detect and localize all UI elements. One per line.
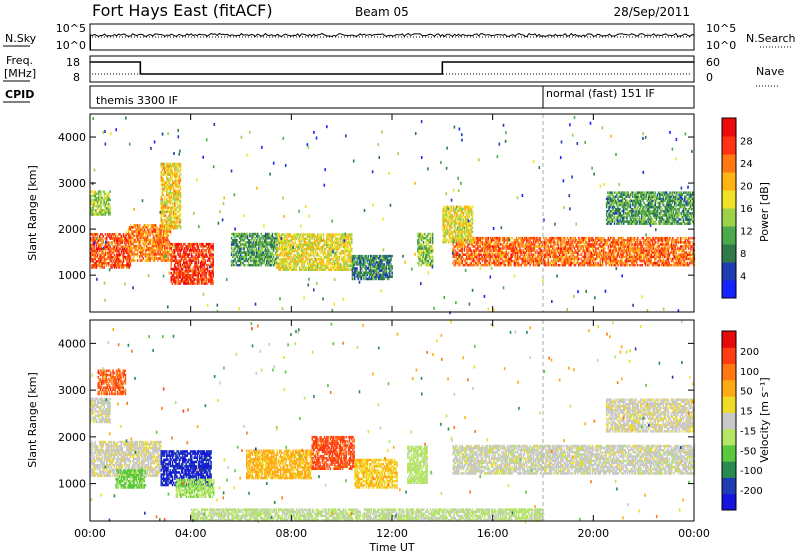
power-echo-cell-2012 [180,177,182,180]
nave-label: Nave [756,65,784,78]
power-echo-cell-662 [137,259,139,262]
power-echo-cell-2451 [273,254,275,257]
cpid-segment-2-label: normal (fast) 151 IF [546,87,655,100]
power-echo-cell-143 [103,235,105,238]
power-echo-cell-1503 [205,260,207,263]
power-echo-cell-509 [100,190,102,193]
power-echo-cells [90,116,695,314]
power-echo-cell-1086 [172,243,174,246]
power-echo-cell-2181 [247,233,249,236]
power-echo-cell-1702 [164,163,166,166]
power-echo-cell-4100 [483,237,485,240]
power-echo-cell-568 [109,205,111,208]
freq-label-line1: Freq. [6,54,33,67]
power-echo-cell-1059 [170,230,172,233]
beam-label: Beam 05 [355,5,409,19]
power-echo-cell-4744 [554,241,556,244]
power-echo-cell-264 [115,233,117,236]
power-echo-cell-4293 [505,264,507,267]
nave-tick-top: 60 [706,56,720,69]
power-echo-cell-2013 [180,173,182,176]
power-echo-cell-1602 [212,253,214,256]
power-echo-cell-1590 [212,280,214,283]
power-echo-cell-1998 [180,219,182,222]
power-echo-cell-2017 [180,163,182,166]
freq-tick-bottom: 8 [73,71,80,84]
power-echo-cell-3031 [323,233,325,236]
power-echo-cell-1674 [163,177,165,180]
power-echo-cell-3679 [391,265,393,268]
power-echo-cell-2038 [233,264,235,267]
power-echo-cell-1035 [167,234,169,237]
power-echo-cell-4618 [540,237,542,240]
power-echo-cell-1366 [194,282,196,285]
power-echo-cell-1126 [175,255,177,258]
power-echo-cell-4266 [500,237,502,240]
power-echo-cell-2149 [245,264,247,267]
nsearch-tick-top: 10^5 [706,22,736,35]
power-echo-cell-2010 [180,186,182,189]
nsearch-label: N.Search [746,32,796,45]
power-echo-cell-638 [133,234,135,237]
power-echo-cell-1996 [180,225,182,228]
power-echo-cell-142 [103,239,105,242]
power-echo-cell-1691 [164,196,166,199]
nsky-label: N.Sky [5,32,37,45]
power-echo-cell-4361 [511,237,513,240]
power-echo-cell-3831 [432,256,434,259]
power-echo-cell-3677 [391,272,393,275]
power-echo-cell-2005 [180,200,182,203]
power-echo-cell-2446 [272,233,274,236]
cpid-segment-1-label: themis 3300 IF [96,94,178,107]
power-echo-cell-4774 [559,264,561,267]
nsky-trace [90,34,694,50]
power-echo-cell-569 [109,199,111,202]
power-echo-cell-802 [148,224,150,227]
power-echo-cell-2000 [180,213,182,216]
nsky-tick-bottom: 10^0 [56,39,86,52]
power-echo-cell-3008 [320,233,322,236]
power-echo-cell-3834 [432,247,434,250]
power-echo-cell-4805 [561,237,563,240]
station-title: Fort Hays East (fitACF) [92,1,273,20]
power-echo-cell-1606 [212,243,214,246]
power-echo-cell-3355 [351,233,353,236]
power-echo-cell-2008 [180,192,182,195]
nsky-tick-top: 10^5 [56,22,86,35]
power-echo-cell-4328 [508,251,510,254]
power-echo-cell-729 [143,257,145,260]
cpid-label: CPID [5,88,34,101]
power-echo-cell-3397 [356,267,358,270]
power-echo-cell-3481 [368,255,370,258]
freq-strip [90,56,694,82]
power-echo-cell-195 [108,241,110,244]
freq-tick-top: 18 [66,56,80,69]
power-echo-cell-3840 [432,233,434,236]
power-echo-cell-4946 [578,258,580,261]
power-echo-cell-86 [97,233,99,236]
power-echo-cell-4146 [488,237,490,240]
date-label: 28/Sep/2011 [613,5,690,19]
power-echo-cell-1856 [172,169,174,172]
power-echo-cell-4891 [570,237,572,240]
nave-tick-bottom: 0 [706,71,713,84]
power-echo-cell-570 [109,190,111,193]
power-echo-cell-1642 [162,198,164,201]
freq-label-line2: [MHz] [4,67,36,80]
power-echo-cell-3746 [423,241,425,244]
nsearch-tick-bottom: 10^0 [706,39,736,52]
power-echo-cell-3680 [391,255,393,258]
power-echo-cell-4947 [578,254,580,257]
freq-trace [90,62,694,74]
power-echo-cell-3350 [351,248,353,251]
power-echo-cell-641 [135,259,137,262]
